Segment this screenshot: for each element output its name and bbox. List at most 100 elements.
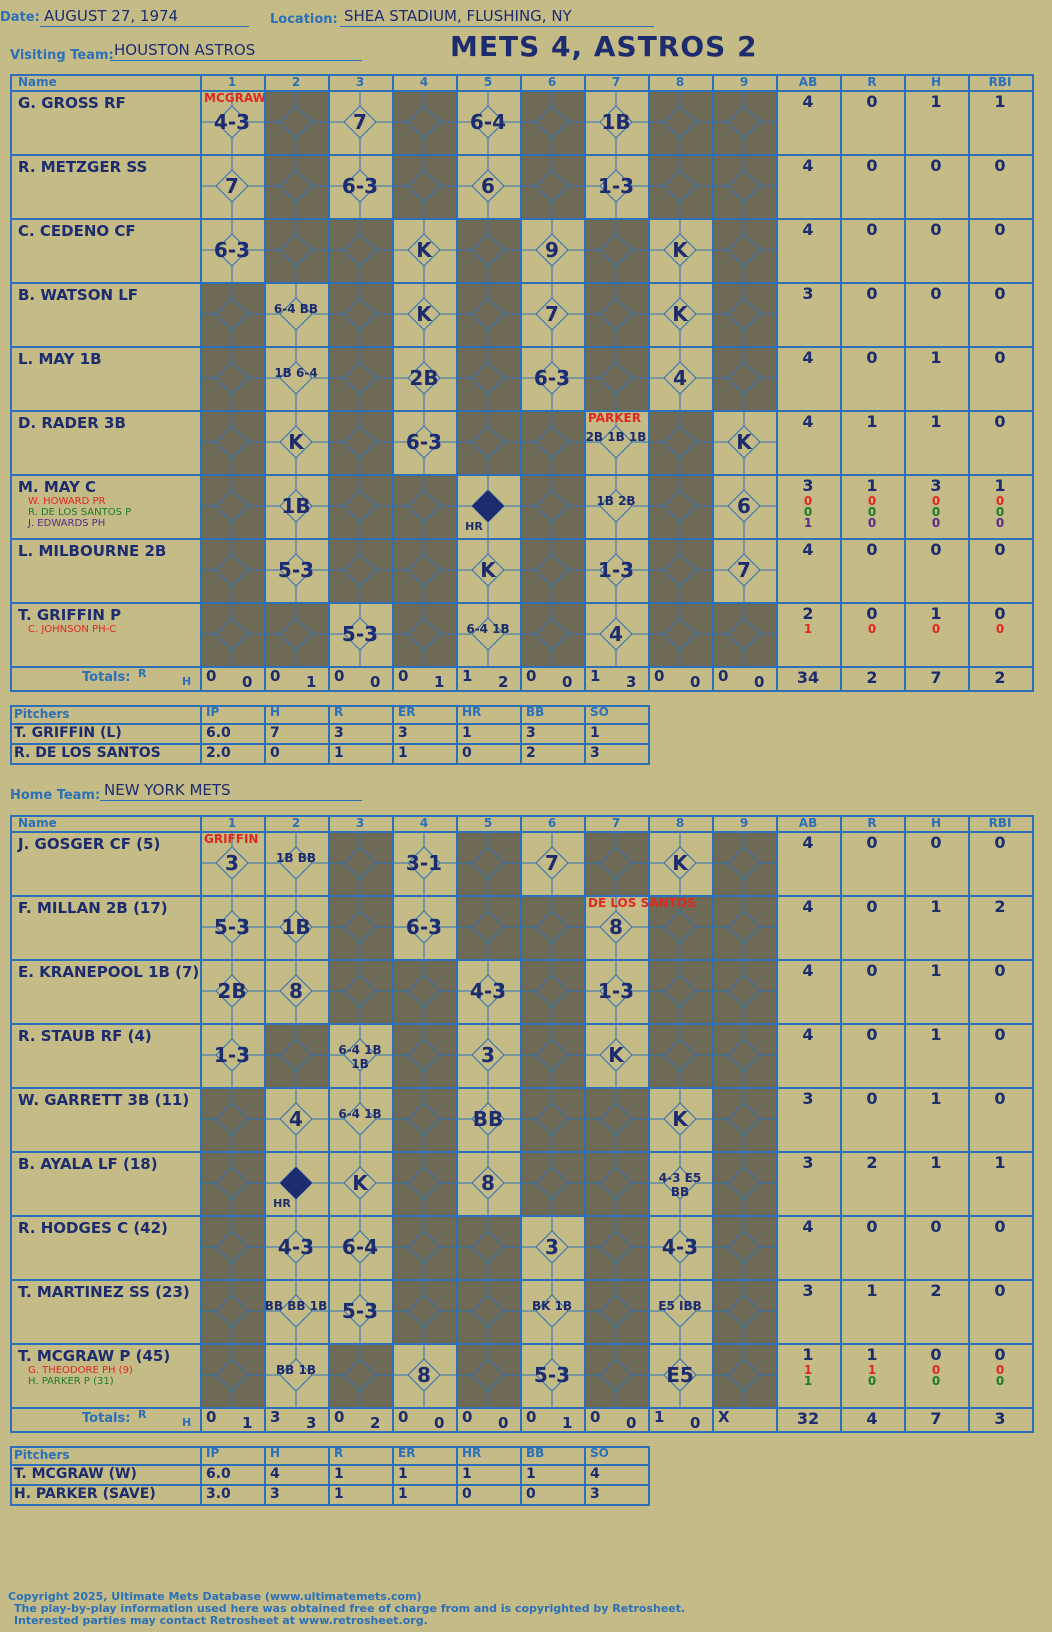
pitchers-col-header: R	[334, 1446, 344, 1460]
grid-hline	[10, 218, 1034, 220]
stat-rbi: 0	[994, 604, 1006, 623]
column-header: 3	[355, 816, 365, 830]
substitute-stat: 0	[931, 494, 941, 508]
inning-cell: K	[456, 538, 520, 602]
inning-cell	[584, 831, 648, 895]
inning-cell: 6-4 1B 1B	[328, 1023, 392, 1087]
base-diamond	[712, 895, 776, 959]
pitchers-col-header: HR	[462, 1446, 482, 1460]
column-header: 7	[611, 816, 621, 830]
total-stat: 7	[930, 668, 942, 687]
inning-cell: 7	[712, 538, 776, 602]
grid-hline	[10, 705, 650, 707]
inning-runs: 0	[398, 1408, 409, 1426]
base-diamond	[200, 1343, 264, 1407]
stat-ab: 3	[802, 1089, 814, 1108]
base-diamond	[200, 154, 264, 218]
base-diamond	[200, 282, 264, 346]
grid-vline	[200, 705, 202, 765]
base-diamond	[520, 1279, 584, 1343]
grid-vline	[648, 74, 650, 690]
inning-cell	[200, 474, 264, 538]
stat-ab: 4	[802, 1217, 814, 1236]
inning-cell: 4-3 E5 BB	[648, 1151, 712, 1215]
grid-vline	[456, 815, 458, 1431]
inning-hits: 0	[690, 1414, 701, 1432]
grid-vline	[520, 74, 522, 690]
play-mark: 1B	[281, 915, 311, 939]
inning-cell: 1-3	[584, 154, 648, 218]
pitcher-stat: 1	[398, 745, 408, 761]
substitute-stat: 1	[867, 1363, 877, 1377]
column-header: Name	[18, 816, 57, 830]
column-header: AB	[798, 75, 818, 89]
inning-cell: 4-3	[456, 959, 520, 1023]
pitchers-col-header: SO	[590, 1446, 609, 1460]
base-diamond	[712, 154, 776, 218]
column-header: RBI	[988, 816, 1012, 830]
grid-vline	[648, 705, 650, 765]
base-diamond	[648, 602, 712, 666]
inning-hits: 1	[306, 673, 317, 691]
grid-vline	[392, 1446, 394, 1506]
substitute-name: R. DE LOS SANTOS P	[28, 507, 132, 518]
inning-runs: 0	[206, 667, 217, 685]
inning-cell	[456, 895, 520, 959]
inning-cell: 4	[648, 346, 712, 410]
column-header: 6	[547, 75, 557, 89]
base-diamond	[456, 959, 520, 1023]
inning-runs: 0	[398, 667, 409, 685]
substitute-name: W. HOWARD PR	[28, 496, 106, 507]
base-diamond	[200, 1151, 264, 1215]
grid-hline	[10, 831, 1034, 833]
pitcher-name: H. PARKER (SAVE)	[14, 1486, 156, 1502]
base-diamond	[648, 1151, 712, 1215]
substitute-name: G. THEODORE PH (9)	[28, 1365, 133, 1376]
grid-vline	[328, 705, 330, 765]
inning-cell	[200, 1343, 264, 1407]
stat-ab: 4	[802, 897, 814, 916]
base-diamond	[712, 959, 776, 1023]
player-name: T. GRIFFIN P	[18, 606, 122, 624]
base-diamond	[648, 1343, 712, 1407]
play-mark: 1B BB	[276, 851, 316, 865]
grid-hline	[10, 743, 650, 745]
column-header: R	[867, 75, 877, 89]
stat-r: 0	[866, 92, 878, 111]
stat-h: 0	[930, 833, 942, 852]
stat-r: 0	[866, 348, 878, 367]
player-name: T. MCGRAW P (45)	[18, 1347, 171, 1365]
inning-cell	[200, 1151, 264, 1215]
base-diamond	[520, 1087, 584, 1151]
stat-h: 0	[930, 220, 942, 239]
base-diamond	[456, 1087, 520, 1151]
inning-cell	[712, 1215, 776, 1279]
substitute-stat: 1	[803, 622, 813, 636]
base-diamond	[648, 154, 712, 218]
inning-hits: 0	[626, 1414, 637, 1432]
pitchers-col-header: BB	[526, 705, 545, 719]
inning-cell	[200, 1279, 264, 1343]
inning-cell: K	[264, 410, 328, 474]
play-mark: E5 IBB	[658, 1299, 702, 1313]
grid-vline	[520, 815, 522, 1431]
grid-hline	[10, 1446, 650, 1448]
base-diamond	[584, 1279, 648, 1343]
inning-cell: 6-4 1B	[328, 1087, 392, 1151]
base-diamond	[328, 538, 392, 602]
play-mark: 2B 1B 1B	[585, 430, 647, 444]
base-diamond	[712, 1343, 776, 1407]
play-mark: K	[608, 1043, 624, 1067]
base-diamond	[392, 831, 456, 895]
player-name: M. MAY C	[18, 478, 97, 496]
play-mark: 4-3	[469, 979, 507, 1003]
play-mark: 1-3	[597, 174, 635, 198]
grid-hline	[10, 154, 1034, 156]
pitchers-col-header: H	[270, 705, 281, 719]
grid-vline	[840, 815, 842, 1431]
grid-vline	[328, 74, 330, 690]
grid-hline	[10, 1484, 650, 1486]
inning-cell	[712, 1087, 776, 1151]
base-diamond	[712, 1215, 776, 1279]
base-diamond	[456, 1151, 520, 1215]
